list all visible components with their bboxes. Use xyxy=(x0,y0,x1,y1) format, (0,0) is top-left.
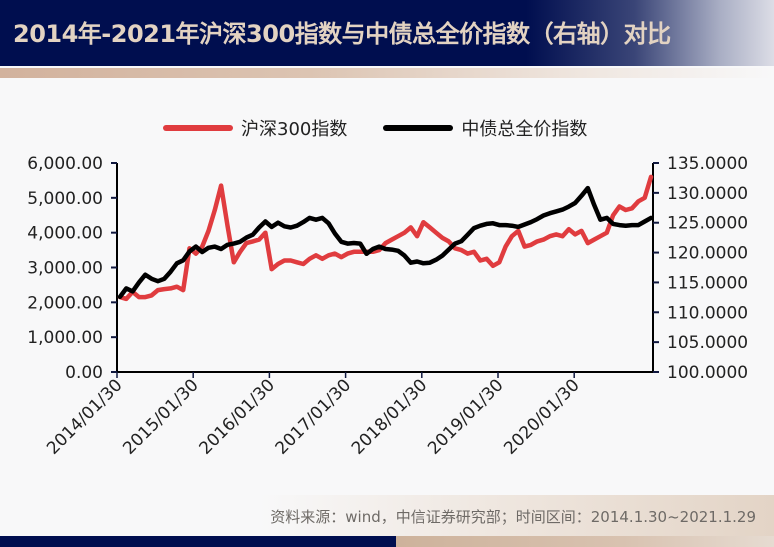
bottom-bar-navy xyxy=(0,536,396,547)
right-axis-tick-label: 105.0000 xyxy=(667,333,748,353)
x-axis-tick-label: 2018/01/30 xyxy=(348,375,431,458)
left-axis-tick-label: 0.00 xyxy=(65,363,103,383)
title-banner: 2014年-2021年沪深300指数与中债总全价指数（右轴）对比 xyxy=(0,0,774,66)
right-axis-tick-label: 110.0000 xyxy=(667,303,748,323)
right-axis-tick-label: 130.0000 xyxy=(667,184,748,204)
x-axis-tick-label: 2019/01/30 xyxy=(424,375,507,458)
chart-legend: 沪深300指数 中债总全价指数 xyxy=(163,116,623,140)
legend-swatch-black xyxy=(383,125,454,131)
legend-swatch-red xyxy=(163,125,233,131)
x-axis-tick-label: 2020/01/30 xyxy=(500,375,583,458)
right-axis-tick-label: 100.0000 xyxy=(667,363,748,383)
x-axis: 2014/01/302015/01/302016/01/302017/01/30… xyxy=(43,371,653,459)
legend-item-hs300: 沪深300指数 xyxy=(163,115,347,141)
x-axis-tick-label: 2014/01/30 xyxy=(43,375,126,458)
right-axis-tick-label: 135.0000 xyxy=(667,154,748,174)
series-line-hs300 xyxy=(117,174,654,302)
chart-title: 2014年-2021年沪深300指数与中债总全价指数（右轴）对比 xyxy=(13,20,671,48)
left-axis-tick-label: 2,000.00 xyxy=(27,293,103,313)
left-axis-tick-label: 6,000.00 xyxy=(27,154,103,174)
x-axis-tick-label: 2017/01/30 xyxy=(272,375,355,458)
right-axis-tick-label: 115.0000 xyxy=(667,273,748,293)
footer-band xyxy=(260,495,774,537)
x-axis-tick-label: 2016/01/30 xyxy=(196,375,279,458)
left-axis-tick-label: 4,000.00 xyxy=(27,224,103,244)
left-y-axis: 0.00 1,000.00 2,000.00 3,000.00 4,000.00 5,00… xyxy=(27,154,118,383)
right-axis-tick-label: 125.0000 xyxy=(667,214,748,234)
legend-label-bond-index: 中债总全价指数 xyxy=(461,119,588,140)
bottom-bar-gold xyxy=(396,536,774,547)
x-axis-tick-label: 2015/01/30 xyxy=(119,375,202,458)
series-line-bond-index xyxy=(117,185,654,300)
right-y-axis: 100.0000 105.0000 110.0000 115.0000 120.0000… xyxy=(652,154,748,383)
accent-bar xyxy=(0,68,774,78)
legend-item-bond-index: 中债总全价指数 xyxy=(383,115,587,141)
legend-label-hs300: 沪深300指数 xyxy=(241,119,348,140)
left-axis-tick-label: 1,000.00 xyxy=(27,328,103,348)
left-axis-tick-label: 5,000.00 xyxy=(27,189,103,209)
left-axis-tick-label: 3,000.00 xyxy=(27,259,103,279)
source-note: 资料来源：wind，中信证券研究部；时间区间：2014.1.30~2021.1.… xyxy=(270,508,756,526)
right-axis-tick-label: 120.0000 xyxy=(667,244,748,264)
